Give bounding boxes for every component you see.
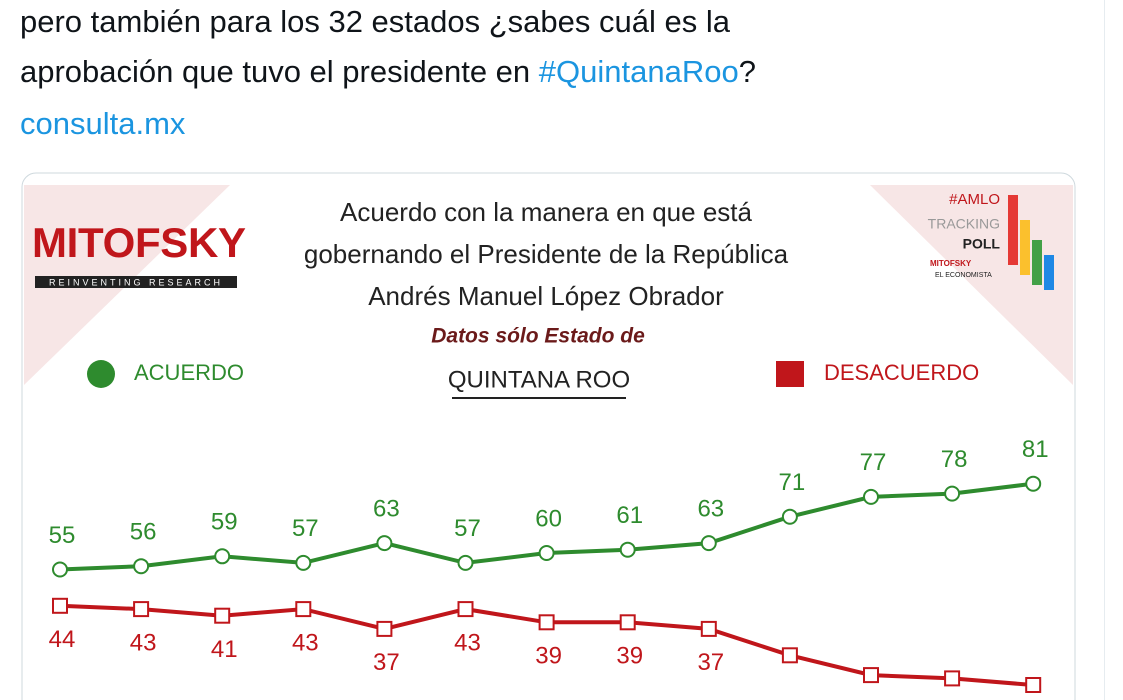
logo-tagline: REINVENTING RESEARCH	[49, 277, 223, 287]
decor	[1020, 220, 1030, 275]
point	[1025, 475, 1042, 492]
point	[863, 667, 879, 684]
card-frame	[21, 172, 1076, 700]
point	[295, 554, 312, 571]
point	[52, 561, 68, 578]
tweet-text: ?	[738, 54, 756, 89]
badge: #AMLO	[949, 191, 1000, 208]
data-label: 43	[292, 629, 319, 656]
point	[214, 548, 231, 565]
data-label: 63	[373, 495, 400, 522]
state: QUINTANA ROO	[448, 366, 630, 393]
badge: EL ECONOMISTA	[935, 272, 992, 279]
data-label: 57	[454, 515, 481, 542]
logo-band	[35, 276, 237, 288]
hashtag-link[interactable]: #QuintanaRoo	[538, 54, 739, 89]
point	[295, 601, 312, 618]
point	[700, 535, 717, 552]
url-link[interactable]: consulta.mx	[20, 106, 186, 141]
chart-title: Andrés Manuel López Obrador	[368, 281, 724, 311]
badge: TRACKING	[928, 216, 1000, 232]
data-label: 37	[373, 649, 400, 676]
point	[619, 614, 636, 631]
point	[133, 601, 150, 618]
data-label: 39	[616, 643, 643, 670]
point	[700, 620, 717, 637]
data-label: 71	[779, 469, 806, 496]
point	[781, 647, 798, 664]
point	[538, 545, 555, 561]
point	[133, 558, 150, 575]
badge: POLL	[963, 236, 1001, 252]
data-label: 56	[130, 519, 157, 546]
legend-swatch	[776, 361, 804, 387]
data-label: 61	[616, 502, 643, 529]
point	[1025, 677, 1042, 693]
data-label: 55	[49, 522, 76, 549]
point	[863, 488, 879, 505]
data-label: 77	[860, 449, 887, 476]
data-label: 37	[697, 649, 724, 676]
point	[214, 607, 231, 624]
decor	[1044, 255, 1054, 290]
point	[457, 554, 474, 571]
point	[944, 485, 961, 502]
tweet-text: pero también para los 32 estados ¿sabes …	[20, 4, 730, 39]
point	[52, 597, 68, 614]
data-label: 43	[130, 629, 157, 656]
subtitle: Datos sólo Estado de	[431, 325, 645, 348]
decor	[1008, 195, 1018, 265]
data-label: 44	[49, 626, 76, 653]
point	[538, 614, 555, 631]
point	[944, 670, 961, 687]
legend-label: ACUERDO	[134, 360, 244, 385]
data-label: 57	[292, 515, 319, 542]
data-label: 60	[535, 505, 562, 532]
tweet-text: aprobación que tuvo el presidente en	[20, 54, 539, 89]
data-label: 63	[697, 495, 724, 522]
data-label: 39	[535, 643, 562, 670]
data-label: 43	[454, 629, 481, 656]
tweet-text: aprobación que tuvo el presidente en #Qu…	[20, 56, 756, 87]
data-label: 41	[211, 636, 238, 663]
decor	[1032, 240, 1042, 285]
logo: MITOFSKY	[32, 219, 246, 266]
point	[457, 601, 474, 618]
badge: MITOFSKY	[930, 259, 972, 268]
data-label: 78	[941, 446, 968, 473]
legend-label: DESACUERDO	[824, 360, 979, 385]
point	[376, 535, 393, 552]
data-label: 59	[211, 509, 238, 536]
chart-title: Acuerdo con la manera en que está	[340, 197, 752, 227]
point	[619, 541, 636, 558]
point	[376, 620, 393, 637]
point	[781, 508, 798, 525]
chart-title: gobernando el Presidente de la República	[304, 239, 789, 269]
data-label: 81	[1022, 436, 1049, 463]
legend-swatch	[87, 360, 115, 388]
tweet-border	[1104, 0, 1105, 700]
